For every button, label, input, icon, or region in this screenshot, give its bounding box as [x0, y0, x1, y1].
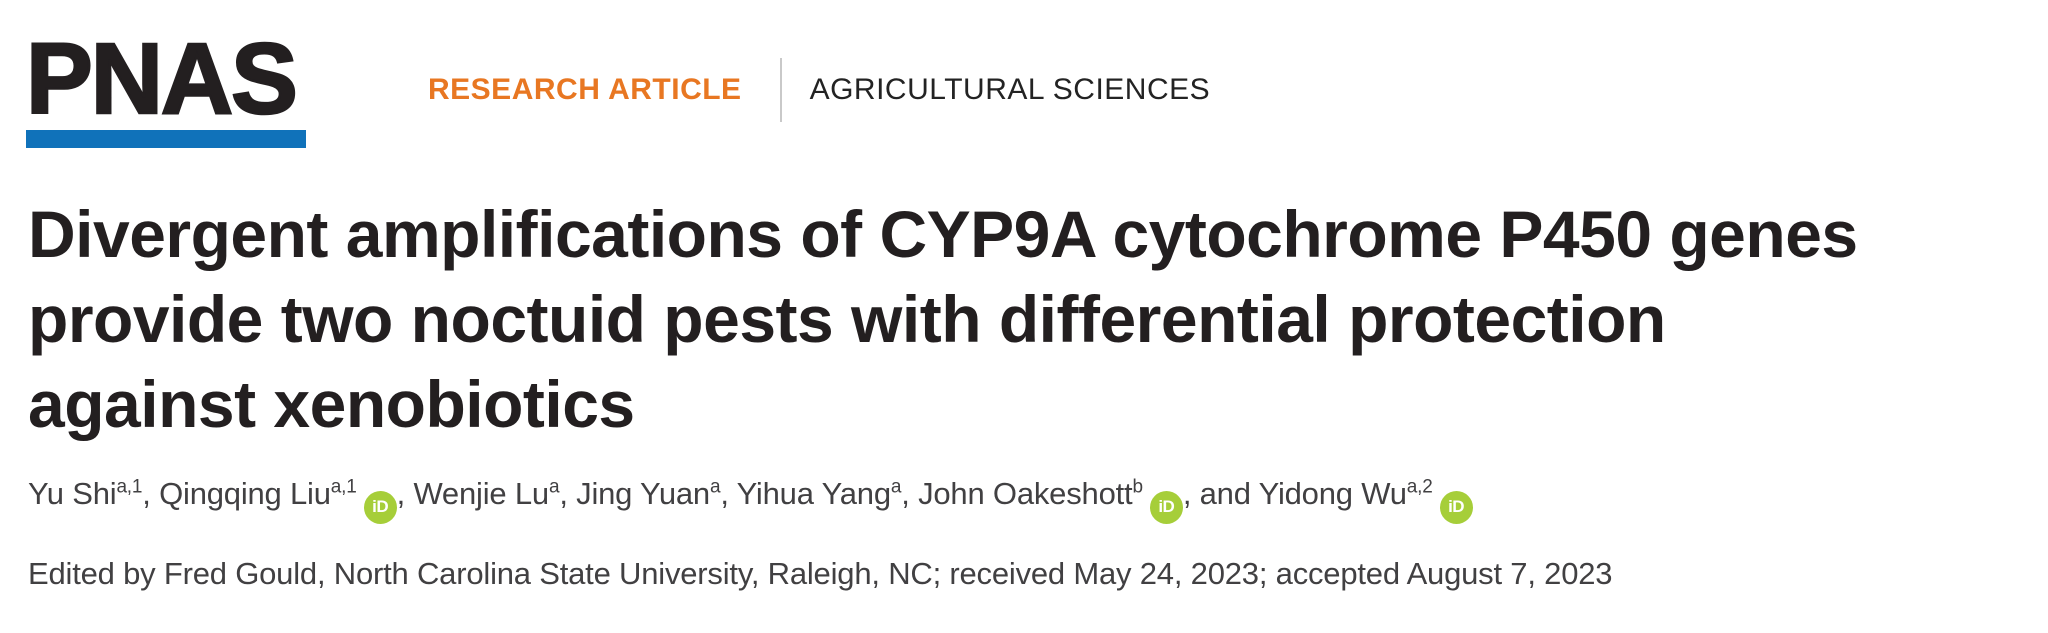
author: Wenjie Lua,	[413, 476, 577, 511]
orcid-icon[interactable]: iD	[1149, 490, 1183, 524]
article-title: Divergent amplifications of CYP9A cytoch…	[28, 192, 1858, 447]
author: Yihua Yanga,	[736, 476, 919, 511]
section-label[interactable]: AGRICULTURAL SCIENCES	[809, 73, 1211, 106]
author: and Yidong Wua,2 iD	[1199, 476, 1473, 524]
author-affiliation-sup: a,1	[330, 476, 357, 498]
author-affiliation-sup: b	[1132, 476, 1143, 498]
author-affiliation-sup: a	[548, 476, 560, 498]
author: Qingqing Liua,1iD,	[159, 476, 413, 524]
title-line-1: Divergent amplifications of CYP9A cytoch…	[28, 197, 1858, 271]
orcid-icon[interactable]: iD	[1439, 490, 1473, 524]
author: Yu Shia,1,	[28, 476, 160, 511]
research-article-tag[interactable]: RESEARCH ARTICLE	[428, 73, 742, 106]
author-name: Qingqing Liu	[159, 476, 331, 511]
author: John OakeshottbiD,	[918, 476, 1200, 524]
title-line-3: against xenobiotics	[28, 367, 635, 441]
author-name: Jing Yuan	[576, 476, 710, 511]
pnas-logo-text: PNAS	[25, 23, 299, 135]
author-affiliation-sup: a,2	[1406, 476, 1433, 498]
pnas-logo-underline	[26, 130, 306, 148]
title-line-2: provide two noctuid pests with different…	[28, 282, 1666, 356]
author-name: and Yidong Wu	[1199, 476, 1407, 511]
author-name: John Oakeshott	[918, 476, 1133, 511]
author-affiliation-sup: a	[890, 476, 902, 498]
author-affiliation-sup: a,1	[116, 476, 143, 498]
author-list: Yu Shia,1, Qingqing Liua,1iD, Wenjie Lua…	[28, 476, 1473, 524]
author-name: Yu Shi	[28, 476, 117, 511]
author: Jing Yuana,	[576, 476, 737, 511]
author-name: Yihua Yang	[736, 476, 891, 511]
edited-by-line: Edited by Fred Gould, North Carolina Sta…	[28, 556, 1613, 591]
article-tags: RESEARCH ARTICLE AGRICULTURAL SCIENCES	[428, 58, 1210, 122]
tag-divider	[779, 58, 782, 122]
orcid-icon[interactable]: iD	[363, 490, 397, 524]
author-affiliation-sup: a	[709, 476, 721, 498]
pnas-logo[interactable]: PNAS	[25, 23, 306, 148]
author-name: Wenjie Lu	[413, 476, 549, 511]
